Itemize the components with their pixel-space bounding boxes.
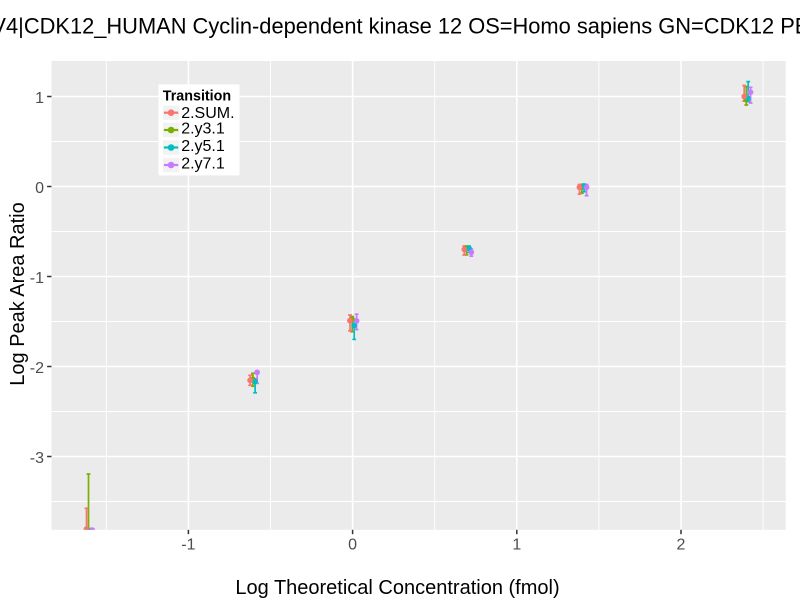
svg-text:-1: -1 — [30, 270, 44, 287]
svg-text:sp|Q9NYV4|CDK12_HUMAN Cyclin-d: sp|Q9NYV4|CDK12_HUMAN Cyclin-dependent k… — [0, 14, 800, 39]
svg-text:-3: -3 — [30, 450, 44, 467]
svg-text:0: 0 — [348, 536, 357, 553]
svg-text:Log Peak Area Ratio: Log Peak Area Ratio — [7, 202, 29, 385]
svg-text:0: 0 — [35, 180, 44, 197]
svg-text:2: 2 — [677, 536, 686, 553]
svg-text:Log Theoretical Concentration: Log Theoretical Concentration (fmol) — [235, 577, 559, 599]
svg-text:1: 1 — [35, 90, 44, 107]
svg-text:-1: -1 — [181, 536, 195, 553]
svg-text:Transition: Transition — [163, 88, 231, 104]
svg-text:-2: -2 — [30, 360, 44, 377]
svg-text:2.y5.1: 2.y5.1 — [181, 138, 225, 155]
svg-text:2.SUM.: 2.SUM. — [181, 105, 234, 122]
svg-text:2.y3.1: 2.y3.1 — [181, 120, 225, 137]
svg-text:1: 1 — [512, 536, 521, 553]
svg-text:2.y7.1: 2.y7.1 — [181, 155, 225, 172]
